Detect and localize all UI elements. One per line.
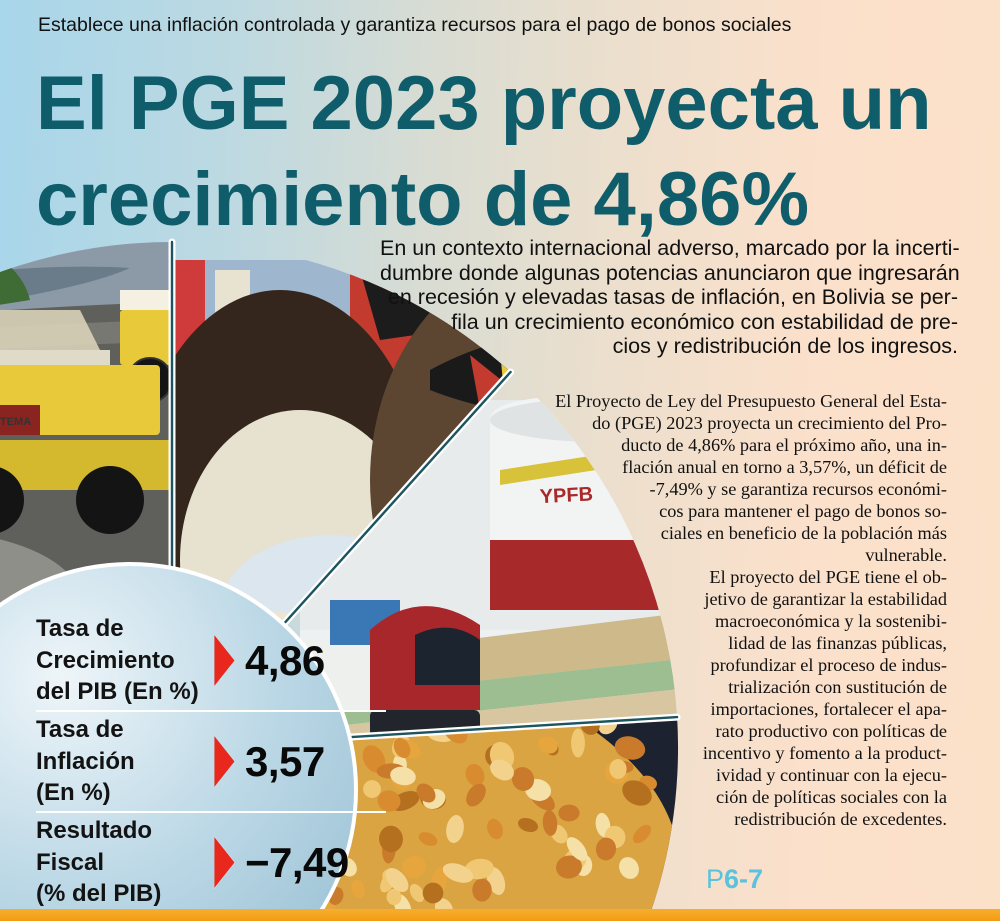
svg-text:TEMA: TEMA (0, 416, 31, 428)
